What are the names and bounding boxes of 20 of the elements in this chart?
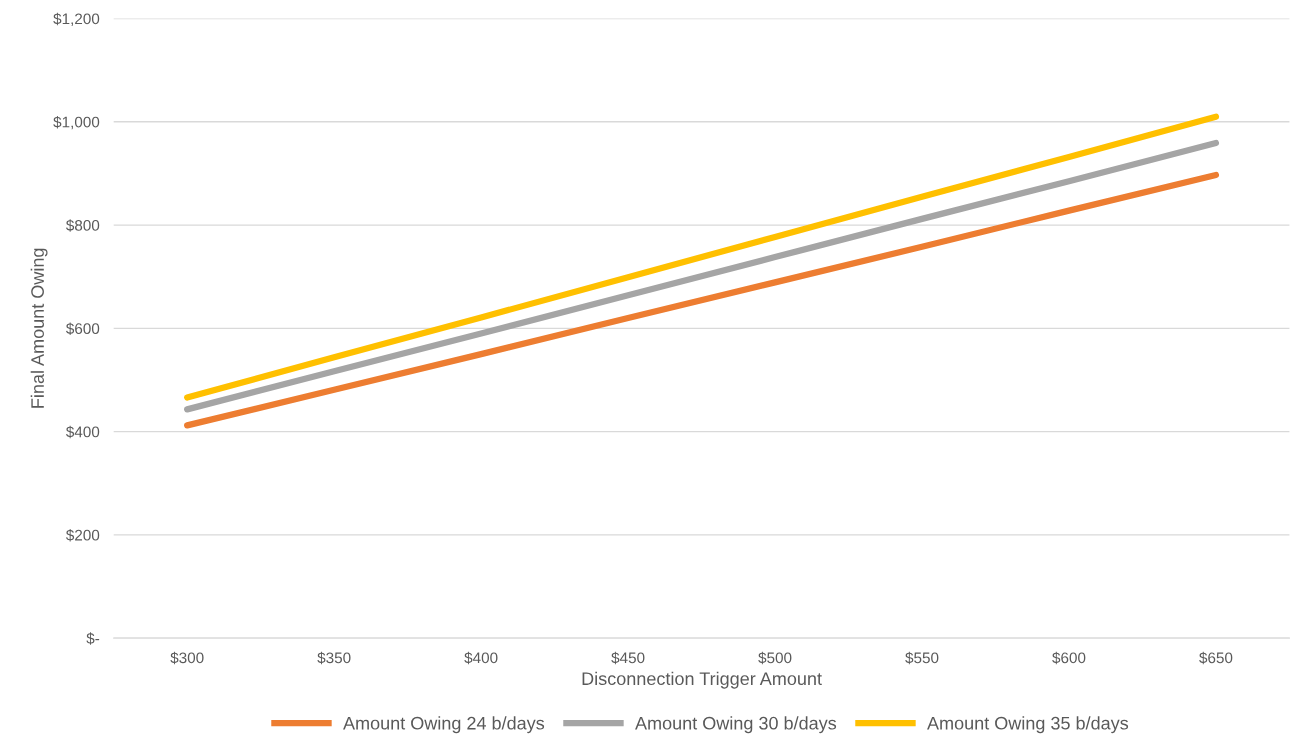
legend-label: Amount Owing 24 b/days <box>343 716 545 734</box>
x-tick-label: $300 <box>170 651 204 665</box>
y-tick-label: $200 <box>65 529 100 542</box>
x-tick-label: $400 <box>464 651 498 665</box>
legend-label: Amount Owing 35 b/days <box>927 716 1129 734</box>
x-tick-label: $500 <box>758 651 792 665</box>
legend-label: Amount Owing 30 b/days <box>635 716 837 734</box>
y-tick-label: $800 <box>65 219 100 232</box>
x-tick-label: $600 <box>1052 651 1086 665</box>
x-axis-title: Disconnection Trigger Amount <box>582 671 822 689</box>
x-tick-label: $650 <box>1199 651 1233 665</box>
x-tick-label: $450 <box>611 651 645 665</box>
y-tick-label: $600 <box>65 322 100 335</box>
x-tick-label: $550 <box>905 651 939 665</box>
y-tick-label: $400 <box>65 425 100 439</box>
y-axis-title: Final Amount Owing <box>30 248 48 408</box>
y-tick-label: $1,000 <box>53 116 100 130</box>
y-tick-label: $- <box>86 632 100 645</box>
x-tick-label: $350 <box>317 651 351 665</box>
y-tick-label: $1,200 <box>53 12 100 27</box>
